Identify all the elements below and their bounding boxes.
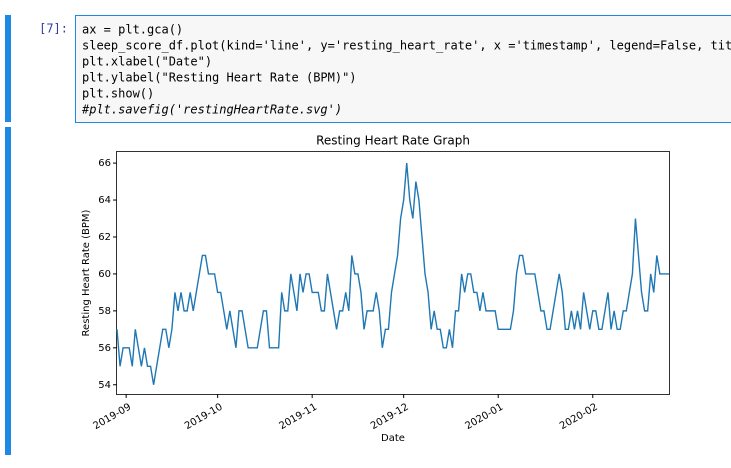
y-tick-label: 64 [98, 195, 111, 206]
y-tick-label: 54 [98, 380, 111, 391]
y-tick-label: 62 [98, 232, 111, 243]
y-tick-label: 60 [98, 269, 111, 280]
y-axis-label: Resting Heart Rate (BPM) [81, 209, 92, 336]
code-line: #plt.savefig('restingHeartRate.svg') [81, 103, 342, 117]
y-tick-label: 66 [98, 158, 111, 169]
prompt: [7]: [39, 22, 68, 36]
code-line: plt.show() [82, 87, 154, 101]
y-tick-label: 56 [98, 343, 111, 354]
x-tick-label: 2019-11 [277, 402, 319, 432]
code-line: sleep_score_df.plot(kind='line', y='rest… [82, 39, 731, 53]
code-line: ax = plt.gca() [82, 23, 183, 37]
output-marker [5, 127, 11, 455]
code-line: plt.ylabel("Resting Heart Rate (BPM)") [82, 71, 357, 85]
data-line [116, 163, 669, 385]
x-tick-label: 2019-10 [183, 402, 225, 432]
code-box[interactable] [75, 15, 731, 123]
cell-marker [5, 15, 11, 122]
x-tick-label: 2019-09 [91, 402, 133, 432]
x-tick-label: 2019-12 [369, 402, 411, 432]
code-line: plt.xlabel("Date") [82, 55, 212, 69]
x-tick-label: 2020-01 [464, 402, 506, 432]
x-axis-label: Date [381, 433, 405, 444]
y-tick-label: 58 [98, 306, 111, 317]
chart-title: Resting Heart Rate Graph [316, 134, 470, 148]
x-tick-label: 2020-02 [558, 402, 600, 432]
